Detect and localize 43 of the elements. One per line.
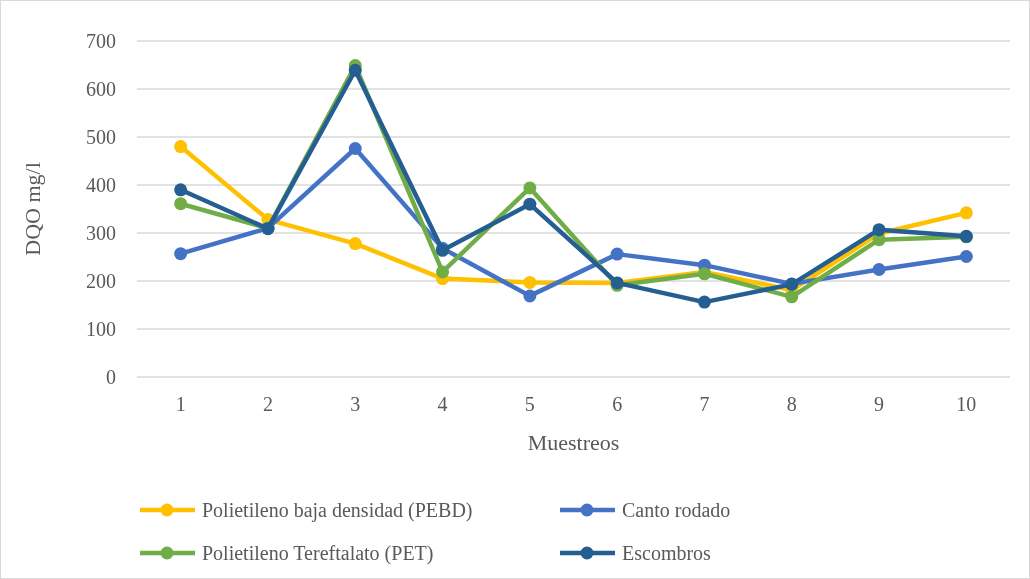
point [174, 183, 188, 197]
point [174, 247, 188, 261]
point [348, 63, 362, 77]
point [959, 206, 973, 220]
legend-label: Polietileno Tereftalato (PET) [202, 542, 434, 565]
y-tick-label: 400 [86, 174, 116, 196]
y-tick-label: 500 [86, 126, 116, 148]
point [348, 142, 362, 156]
point [872, 262, 886, 276]
point [872, 223, 886, 237]
point [523, 289, 537, 303]
point [959, 250, 973, 264]
x-tick-label: 7 [699, 393, 710, 415]
x-tick-label: 6 [612, 393, 623, 415]
x-axis-title: Muestreos [527, 430, 620, 455]
point [174, 197, 188, 211]
y-tick-label: 100 [86, 318, 116, 340]
y-tick-label: 0 [106, 366, 116, 388]
point [523, 197, 537, 211]
point [436, 265, 450, 279]
x-tick-label: 10 [956, 393, 977, 415]
x-tick-label: 8 [786, 393, 797, 415]
x-tick-label: 3 [350, 393, 361, 415]
y-tick-label: 600 [86, 78, 116, 100]
x-tick-label: 9 [874, 393, 885, 415]
legend-label: Polietileno baja densidad (PEBD) [202, 499, 473, 522]
point [174, 140, 188, 154]
point [523, 275, 537, 289]
legend-label: Escombros [622, 542, 712, 564]
y-axis-title: DQO mg/l [20, 162, 45, 256]
point [523, 181, 537, 195]
point [348, 237, 362, 251]
legend-label: Canto rodado [622, 499, 731, 521]
x-tick-label: 5 [524, 393, 535, 415]
y-tick-label: 700 [86, 30, 116, 52]
point [610, 247, 624, 261]
point [697, 295, 711, 309]
y-tick-label: 200 [86, 270, 116, 292]
y-tick-label: 300 [86, 222, 116, 244]
x-tick-label: 4 [437, 393, 448, 415]
point [785, 290, 799, 304]
x-tick-label: 2 [262, 393, 273, 415]
x-tick-label: 1 [175, 393, 186, 415]
